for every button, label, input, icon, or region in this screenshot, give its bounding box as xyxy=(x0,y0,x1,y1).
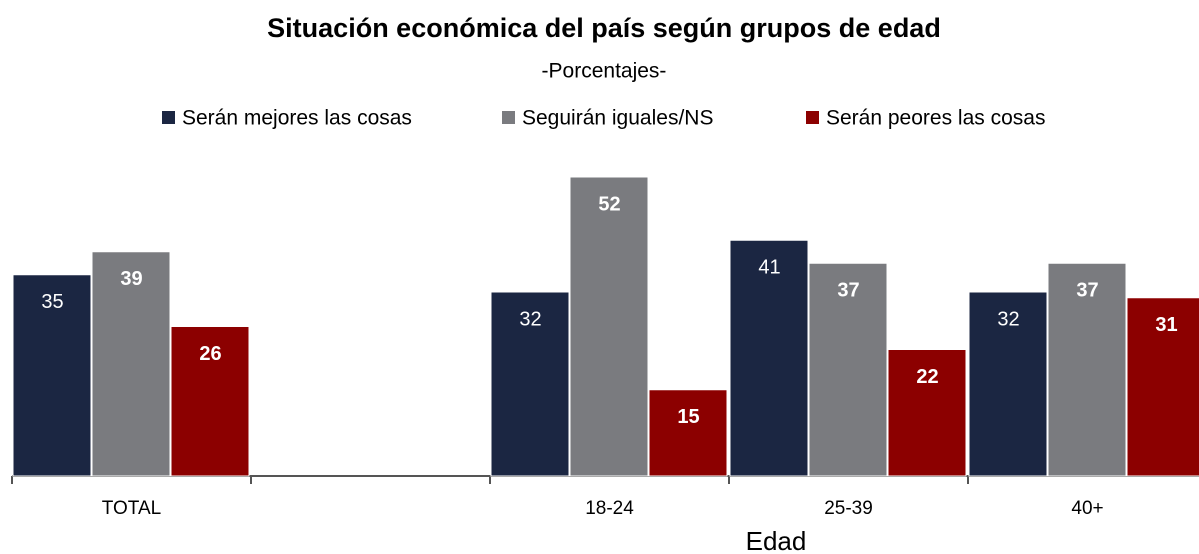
x-tick-label: 40+ xyxy=(1071,498,1103,519)
legend-label: Seguirán iguales/NS xyxy=(522,107,713,130)
data-label: 22 xyxy=(916,366,938,388)
data-label: 32 xyxy=(997,308,1019,330)
bar xyxy=(569,176,649,477)
data-label: 52 xyxy=(598,193,620,215)
x-tick-label: 18-24 xyxy=(585,498,634,519)
data-label: 26 xyxy=(199,343,221,365)
data-label: 37 xyxy=(837,280,859,302)
x-tick-label: TOTAL xyxy=(102,498,161,519)
bar xyxy=(729,239,809,477)
bar xyxy=(1126,297,1199,477)
bar xyxy=(91,251,171,477)
data-label: 15 xyxy=(677,406,699,428)
bar xyxy=(490,291,570,477)
data-label: 37 xyxy=(1076,280,1098,302)
legend-label: Serán peores las cosas xyxy=(826,107,1045,130)
bar xyxy=(648,389,728,477)
x-axis-label: Edad xyxy=(746,526,807,554)
bar xyxy=(170,326,250,477)
bar xyxy=(12,274,92,477)
chart-title: Situación económica del país según grupo… xyxy=(267,13,941,43)
data-label: 35 xyxy=(41,291,63,313)
chart-subtitle: -Porcentajes- xyxy=(542,60,667,83)
data-label: 39 xyxy=(120,268,142,290)
bar xyxy=(1047,262,1127,477)
bar xyxy=(968,291,1048,477)
x-tick-label: 25-39 xyxy=(824,498,873,519)
legend-swatch xyxy=(162,111,175,124)
data-label: 41 xyxy=(758,257,780,279)
bar xyxy=(808,262,888,477)
data-label: 32 xyxy=(519,308,541,330)
legend-swatch xyxy=(502,111,515,124)
legend-label: Serán mejores las cosas xyxy=(182,107,412,130)
bar xyxy=(887,349,967,477)
legend-swatch xyxy=(806,111,819,124)
data-label: 31 xyxy=(1155,314,1177,336)
